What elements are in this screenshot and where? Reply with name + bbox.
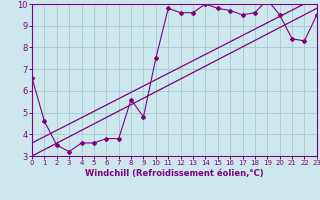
X-axis label: Windchill (Refroidissement éolien,°C): Windchill (Refroidissement éolien,°C)	[85, 169, 264, 178]
